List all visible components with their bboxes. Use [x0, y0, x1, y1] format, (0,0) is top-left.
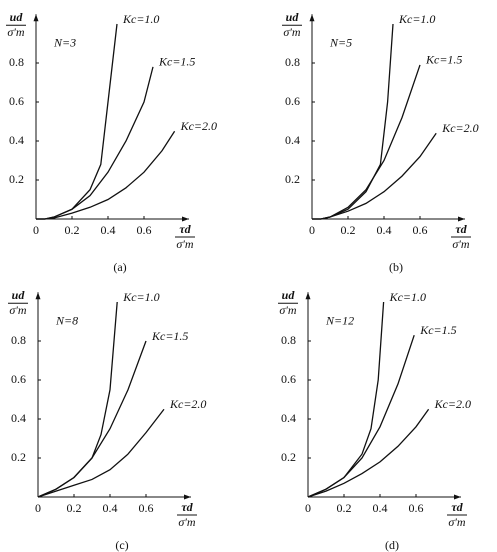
y-tick-label: 0.6 — [285, 94, 300, 108]
x-tick-label: 0.2 — [341, 223, 356, 237]
curve-label: Kc=2.0 — [441, 121, 478, 135]
panel: 0 0.2 0.4 0.60.20.40.60.8N=12udσ′mτdσ′m(d)K… — [278, 288, 471, 552]
y-tick-label: 0.2 — [11, 450, 26, 464]
x-tick-label: 0.6 — [139, 501, 154, 515]
curve-label: Kc=1.0 — [398, 12, 435, 26]
curve — [36, 23, 118, 220]
y-tick-label: 0.4 — [9, 133, 24, 147]
curve — [312, 132, 437, 220]
x-label-denominator: σ′m — [178, 515, 196, 529]
annotation: N=5 — [329, 35, 352, 49]
y-tick-label: 0.8 — [11, 333, 26, 347]
panel: 0 0.2 0.4 0.60.20.40.60.8N=3udσ′mτdσ′m(a)Kc… — [6, 10, 217, 274]
curve — [37, 340, 147, 498]
x-tick-label: 0.4 — [101, 223, 116, 237]
curve — [312, 23, 394, 220]
caption: (d) — [385, 538, 399, 552]
caption: (c) — [115, 538, 128, 552]
curve — [307, 301, 385, 498]
x-label-numerator: τd — [179, 222, 191, 236]
y-tick-label: 0.6 — [11, 372, 26, 386]
y-label-denominator: σ′m — [9, 303, 27, 317]
y-label-denominator: σ′m — [7, 25, 25, 39]
curve — [36, 130, 176, 220]
y-tick-label: 0.6 — [281, 372, 296, 386]
panel: 0 0.2 0.4 0.60.20.40.60.8N=8udσ′mτdσ′m(c)Kc… — [8, 288, 206, 552]
x-label-denominator: σ′m — [452, 237, 470, 251]
y-label-numerator: ud — [10, 10, 24, 24]
x-tick-label: 0 — [33, 223, 39, 237]
curve-label: Kc=2.0 — [434, 397, 471, 411]
curve — [37, 301, 118, 498]
curve — [312, 64, 421, 220]
axis-arrow — [458, 216, 465, 222]
annotation: N=8 — [55, 313, 78, 327]
x-label-numerator: τd — [455, 222, 467, 236]
curve-label: Kc=1.0 — [122, 290, 159, 304]
x-label-denominator: σ′m — [176, 237, 194, 251]
axis-arrow — [35, 292, 41, 300]
y-tick-label: 0.8 — [9, 55, 24, 69]
y-label-numerator: ud — [286, 10, 300, 24]
annotation: N=12 — [325, 313, 354, 327]
curve — [307, 334, 415, 498]
x-tick-label: 0.4 — [373, 501, 388, 515]
x-tick-label: 0.4 — [103, 501, 118, 515]
y-label-numerator: ud — [12, 288, 26, 302]
axis-arrow — [305, 292, 311, 300]
y-tick-label: 0.2 — [285, 172, 300, 186]
y-label-denominator: σ′m — [279, 303, 297, 317]
axis-arrow — [309, 14, 315, 22]
x-tick-label: 0.2 — [337, 501, 352, 515]
axis-arrow — [33, 14, 39, 22]
curve — [307, 408, 430, 498]
x-label-denominator: σ′m — [448, 515, 466, 529]
curve — [37, 408, 165, 498]
x-tick-label: 0 — [309, 223, 315, 237]
y-label-numerator: ud — [282, 288, 296, 302]
y-tick-label: 0.4 — [281, 411, 296, 425]
curve-label: Kc=2.0 — [169, 397, 206, 411]
x-tick-label: 0.6 — [409, 501, 424, 515]
axis-arrow — [182, 216, 189, 222]
x-tick-label: 0.4 — [377, 223, 392, 237]
axis-arrow — [454, 494, 461, 500]
curve-label: Kc=1.5 — [151, 329, 188, 343]
x-tick-label: 0.6 — [413, 223, 428, 237]
axis-arrow — [184, 494, 191, 500]
curve-label: Kc=1.5 — [158, 55, 195, 69]
x-tick-label: 0.2 — [65, 223, 80, 237]
curve-label: Kc=1.5 — [425, 53, 462, 67]
y-tick-label: 0.2 — [9, 172, 24, 186]
y-label-denominator: σ′m — [283, 25, 301, 39]
x-tick-label: 0 — [35, 501, 41, 515]
y-tick-label: 0.4 — [11, 411, 26, 425]
caption: (a) — [113, 260, 126, 274]
x-tick-label: 0.2 — [67, 501, 82, 515]
y-tick-label: 0.8 — [285, 55, 300, 69]
x-tick-label: 0 — [305, 501, 311, 515]
y-tick-label: 0.8 — [281, 333, 296, 347]
y-tick-label: 0.2 — [281, 450, 296, 464]
y-tick-label: 0.6 — [9, 94, 24, 108]
x-tick-label: 0.6 — [137, 223, 152, 237]
x-label-numerator: τd — [451, 500, 463, 514]
curve-label: Kc=1.5 — [419, 323, 456, 337]
y-tick-label: 0.4 — [285, 133, 300, 147]
annotation: N=3 — [53, 35, 76, 49]
x-label-numerator: τd — [181, 500, 193, 514]
curve — [36, 66, 154, 220]
caption: (b) — [389, 260, 403, 274]
curve-label: Kc=2.0 — [180, 119, 217, 133]
panel: 0 0.2 0.4 0.60.20.40.60.8N=5udσ′mτdσ′m(b)Kc… — [282, 10, 479, 274]
curve-label: Kc=1.0 — [389, 290, 426, 304]
curve-label: Kc=1.0 — [122, 12, 159, 26]
